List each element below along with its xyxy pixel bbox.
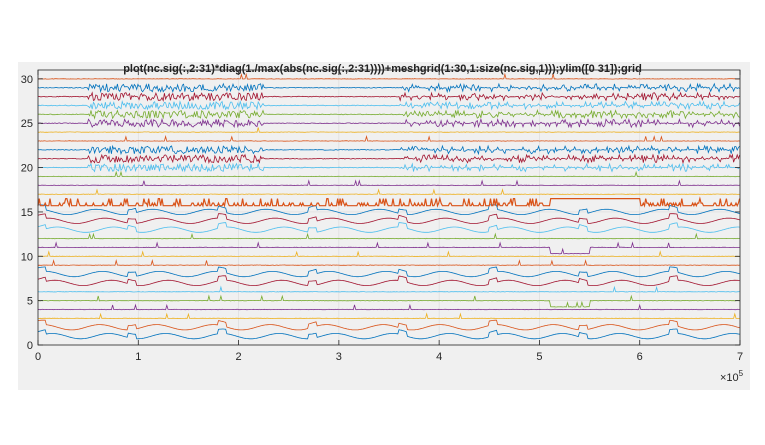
series-line-5	[37, 294, 740, 308]
series-line-26	[37, 108, 740, 120]
series-line-12	[37, 232, 740, 240]
series-line-30	[37, 72, 740, 80]
svg-text:1: 1	[135, 351, 141, 363]
series-line-23	[37, 134, 740, 142]
series-line-28	[37, 91, 740, 103]
series-line-29	[37, 82, 740, 94]
x-exponent-label: ×105	[720, 369, 744, 384]
svg-text:20: 20	[21, 163, 33, 175]
series-line-6	[37, 285, 740, 293]
series-line-14	[37, 213, 740, 224]
series-line-3	[37, 312, 740, 320]
series-line-8	[37, 266, 740, 278]
series-line-7	[37, 275, 740, 287]
series-line-25	[37, 117, 740, 129]
grid-lines	[37, 70, 741, 346]
svg-text:15: 15	[21, 207, 33, 219]
series-line-1	[37, 328, 740, 340]
series-line-4	[37, 303, 740, 311]
svg-text:5: 5	[27, 296, 33, 308]
series-line-20	[37, 162, 740, 173]
series-line-22	[37, 144, 740, 156]
axes-box	[37, 69, 741, 346]
svg-text:10: 10	[21, 251, 33, 263]
series-line-2	[37, 319, 740, 331]
series-line-16	[37, 196, 741, 208]
svg-text:0: 0	[27, 340, 33, 352]
series-line-10	[37, 250, 740, 257]
svg-text:4: 4	[436, 351, 442, 363]
svg-text:25: 25	[21, 118, 33, 130]
axis-ticks: 0 1 2 3 4 5 6 7 0 5 10 15 20 25 30	[21, 70, 743, 363]
series-line-15	[37, 204, 740, 215]
svg-text:2: 2	[236, 351, 242, 363]
svg-text:0: 0	[35, 351, 41, 363]
svg-text:3: 3	[336, 351, 342, 363]
series-line-21	[37, 153, 740, 165]
data-series	[37, 72, 741, 340]
series-line-18	[37, 179, 740, 186]
svg-text:5: 5	[536, 351, 542, 363]
series-line-9	[37, 259, 740, 266]
svg-text:6: 6	[637, 351, 643, 363]
series-line-27	[37, 100, 740, 111]
chart-title: plot(nc.sig(:,2:31)*diag(1./max(abs(nc.s…	[123, 63, 642, 75]
svg-text:7: 7	[737, 351, 743, 363]
series-line-17	[37, 188, 740, 195]
series-line-24	[37, 127, 740, 133]
series-line-11	[38, 241, 740, 255]
series-line-13	[37, 222, 740, 233]
svg-text:30: 30	[21, 74, 33, 86]
series-line-19	[37, 170, 740, 178]
